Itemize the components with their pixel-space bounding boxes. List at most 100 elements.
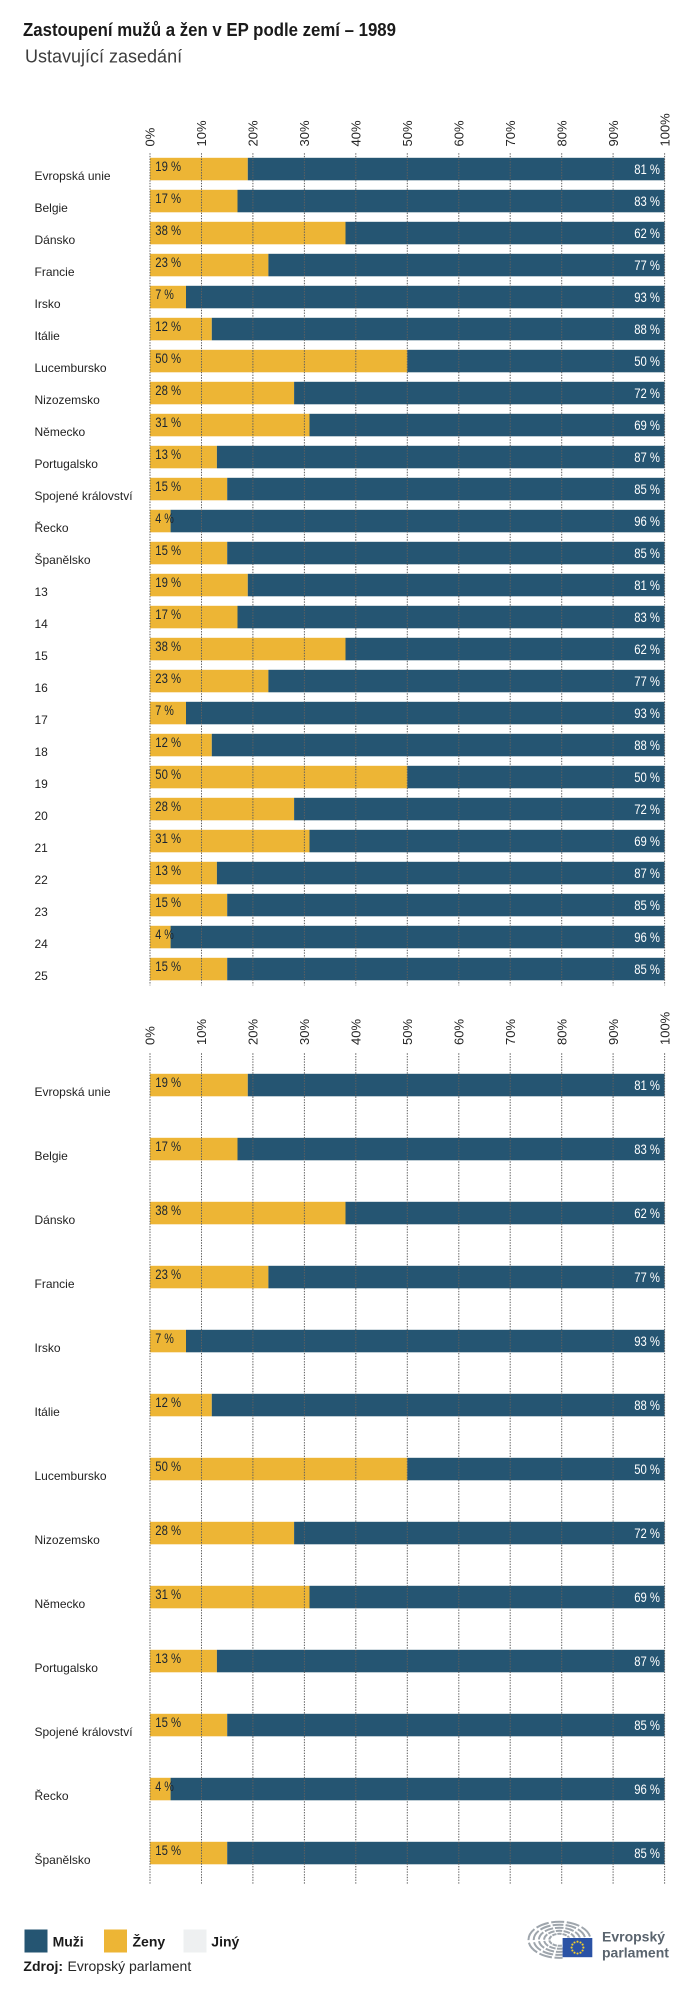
svg-text:Portugalsko: Portugalsko <box>35 457 99 471</box>
svg-text:83 %: 83 % <box>634 194 660 209</box>
svg-text:88 %: 88 % <box>634 738 660 753</box>
svg-text:77 %: 77 % <box>634 674 660 689</box>
svg-text:Řecko: Řecko <box>35 520 69 535</box>
svg-text:15 %: 15 % <box>155 1715 181 1730</box>
svg-text:31 %: 31 % <box>155 831 181 846</box>
svg-text:7 %: 7 % <box>155 1331 174 1346</box>
svg-text:21: 21 <box>35 841 49 855</box>
svg-text:70%: 70% <box>503 1019 518 1045</box>
svg-text:50 %: 50 % <box>155 351 181 366</box>
svg-text:23 %: 23 % <box>155 671 181 686</box>
svg-text:81 %: 81 % <box>634 1078 660 1093</box>
svg-text:85 %: 85 % <box>634 1718 660 1733</box>
svg-text:23 %: 23 % <box>155 1267 181 1282</box>
svg-text:69 %: 69 % <box>634 418 660 433</box>
svg-text:Portugalsko: Portugalsko <box>35 1661 99 1675</box>
svg-text:85 %: 85 % <box>634 962 660 977</box>
svg-text:Nizozemsko: Nizozemsko <box>35 1533 101 1547</box>
svg-text:13 %: 13 % <box>155 447 181 462</box>
svg-text:Lucembursko: Lucembursko <box>35 361 107 375</box>
svg-text:Lucembursko: Lucembursko <box>35 1469 107 1483</box>
svg-text:38 %: 38 % <box>155 223 181 238</box>
svg-text:96 %: 96 % <box>634 1782 660 1797</box>
svg-text:20%: 20% <box>246 1019 261 1045</box>
svg-text:Spojené království: Spojené království <box>35 489 134 503</box>
svg-text:Irsko: Irsko <box>35 1341 61 1355</box>
svg-text:15 %: 15 % <box>155 1843 181 1858</box>
svg-text:40%: 40% <box>349 1019 364 1045</box>
svg-text:0%: 0% <box>143 127 158 146</box>
svg-text:Evropská unie: Evropská unie <box>35 169 111 183</box>
svg-text:31 %: 31 % <box>155 1587 181 1602</box>
svg-text:12 %: 12 % <box>155 319 181 334</box>
svg-text:25: 25 <box>35 969 49 983</box>
svg-text:24: 24 <box>35 937 49 951</box>
svg-text:31 %: 31 % <box>155 415 181 430</box>
svg-text:50%: 50% <box>400 120 415 146</box>
svg-text:81 %: 81 % <box>634 162 660 177</box>
svg-text:13 %: 13 % <box>155 1651 181 1666</box>
svg-text:60%: 60% <box>452 1019 467 1045</box>
svg-text:90%: 90% <box>606 1019 621 1045</box>
svg-text:23: 23 <box>35 905 49 919</box>
svg-text:50%: 50% <box>400 1019 415 1045</box>
svg-text:15 %: 15 % <box>155 959 181 974</box>
svg-text:12 %: 12 % <box>155 735 181 750</box>
svg-text:Evropská unie: Evropská unie <box>35 1085 111 1099</box>
svg-text:50 %: 50 % <box>155 1459 181 1474</box>
svg-text:16: 16 <box>35 681 49 695</box>
svg-text:Francie: Francie <box>35 1277 75 1291</box>
svg-text:85 %: 85 % <box>634 482 660 497</box>
svg-text:62 %: 62 % <box>634 1206 660 1221</box>
svg-text:15 %: 15 % <box>155 479 181 494</box>
svg-text:Belgie: Belgie <box>35 1149 69 1163</box>
svg-text:20%: 20% <box>246 120 261 146</box>
svg-text:17: 17 <box>35 713 49 727</box>
svg-text:85 %: 85 % <box>634 898 660 913</box>
svg-text:38 %: 38 % <box>155 1203 181 1218</box>
svg-text:15 %: 15 % <box>155 895 181 910</box>
svg-text:Itálie: Itálie <box>35 1405 61 1419</box>
svg-text:15: 15 <box>35 649 49 663</box>
svg-text:88 %: 88 % <box>634 322 660 337</box>
svg-text:85 %: 85 % <box>634 1846 660 1861</box>
svg-text:Španělsko: Španělsko <box>35 552 91 567</box>
svg-text:Evropský parlament: Evropský parlament <box>68 1958 192 1974</box>
svg-text:40%: 40% <box>349 120 364 146</box>
svg-text:62 %: 62 % <box>634 226 660 241</box>
svg-text:Nizozemsko: Nizozemsko <box>35 393 101 407</box>
svg-text:80%: 80% <box>554 120 569 146</box>
svg-text:60%: 60% <box>452 120 467 146</box>
svg-text:19 %: 19 % <box>155 1075 181 1090</box>
svg-text:17 %: 17 % <box>155 191 181 206</box>
svg-text:12 %: 12 % <box>155 1395 181 1410</box>
svg-text:15 %: 15 % <box>155 543 181 558</box>
svg-text:50 %: 50 % <box>634 354 660 369</box>
svg-text:Jiný: Jiný <box>211 1934 239 1950</box>
svg-text:23 %: 23 % <box>155 255 181 270</box>
svg-text:4 %: 4 % <box>155 927 174 942</box>
svg-text:Zdroj:: Zdroj: <box>23 1958 63 1974</box>
svg-text:50 %: 50 % <box>634 770 660 785</box>
svg-text:22: 22 <box>35 873 49 887</box>
svg-text:72 %: 72 % <box>634 802 660 817</box>
svg-text:80%: 80% <box>554 1019 569 1045</box>
svg-text:Dánsko: Dánsko <box>35 1213 76 1227</box>
svg-text:19: 19 <box>35 777 49 791</box>
svg-text:28 %: 28 % <box>155 799 181 814</box>
svg-text:Itálie: Itálie <box>35 329 61 343</box>
svg-text:Irsko: Irsko <box>35 297 61 311</box>
svg-text:17 %: 17 % <box>155 607 181 622</box>
svg-text:28 %: 28 % <box>155 383 181 398</box>
svg-text:20: 20 <box>35 809 49 823</box>
svg-text:50 %: 50 % <box>634 1462 660 1477</box>
svg-text:72 %: 72 % <box>634 386 660 401</box>
svg-text:38 %: 38 % <box>155 639 181 654</box>
svg-text:Evropský: Evropský <box>602 1929 665 1945</box>
svg-text:Belgie: Belgie <box>35 201 69 215</box>
svg-text:69 %: 69 % <box>634 1590 660 1605</box>
svg-text:0%: 0% <box>143 1026 158 1045</box>
svg-text:77 %: 77 % <box>634 258 660 273</box>
svg-text:Zastoupení mužů a žen v EP pod: Zastoupení mužů a žen v EP podle zemí – … <box>23 20 396 40</box>
svg-text:4 %: 4 % <box>155 511 174 526</box>
